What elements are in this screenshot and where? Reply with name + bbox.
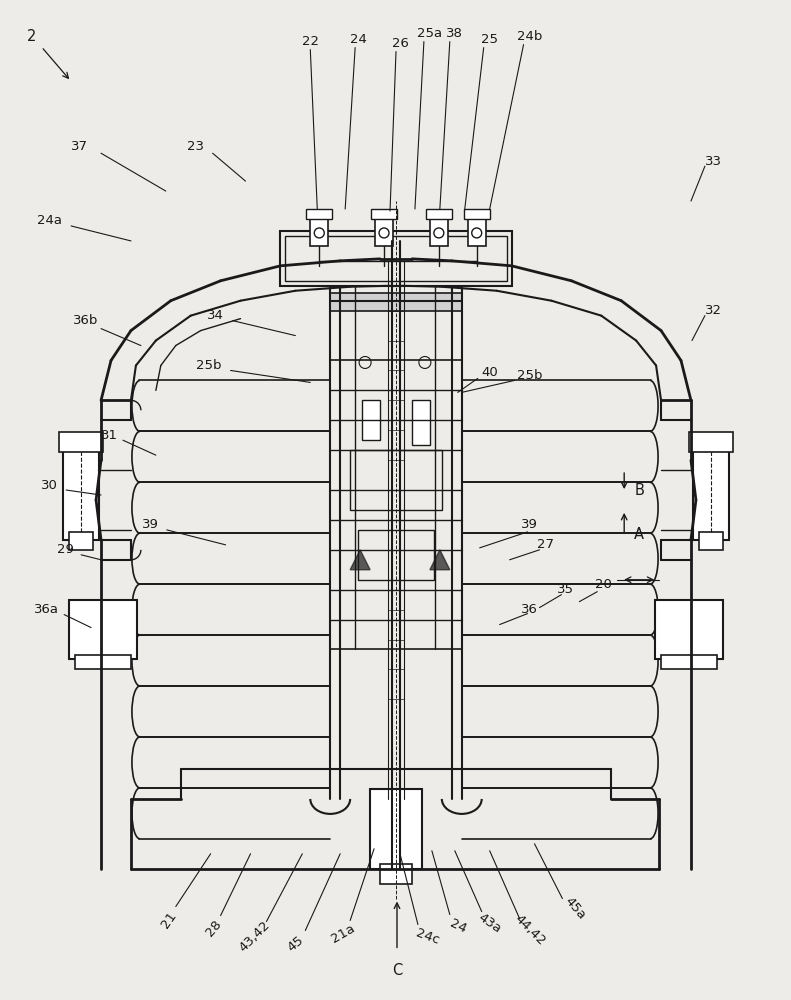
Text: 45a: 45a xyxy=(562,895,589,922)
Text: 21a: 21a xyxy=(329,922,358,945)
Text: 2: 2 xyxy=(27,29,36,44)
Text: 37: 37 xyxy=(70,140,88,153)
Text: 40: 40 xyxy=(481,366,498,379)
Text: 35: 35 xyxy=(557,583,574,596)
Text: 25b: 25b xyxy=(517,369,543,382)
Bar xyxy=(380,864,412,884)
Bar xyxy=(430,218,448,246)
Text: 26: 26 xyxy=(392,37,408,50)
Text: 43,42: 43,42 xyxy=(237,918,272,954)
Text: 45: 45 xyxy=(285,933,306,954)
Bar xyxy=(467,218,486,246)
Bar xyxy=(306,209,332,219)
Text: 25b: 25b xyxy=(196,359,221,372)
Bar xyxy=(69,532,93,550)
Text: 21: 21 xyxy=(159,910,179,931)
Bar xyxy=(358,530,434,580)
Bar xyxy=(375,218,393,246)
Bar xyxy=(689,432,732,452)
Text: 43a: 43a xyxy=(475,911,504,936)
Text: 22: 22 xyxy=(302,35,319,48)
Text: 36: 36 xyxy=(521,603,538,616)
Text: 33: 33 xyxy=(705,155,722,168)
Bar xyxy=(69,600,137,659)
Text: 25a: 25a xyxy=(418,27,442,40)
Bar xyxy=(412,400,430,445)
Polygon shape xyxy=(350,550,370,570)
Bar xyxy=(693,450,729,540)
Bar xyxy=(310,218,328,246)
Bar xyxy=(699,532,723,550)
Text: 36b: 36b xyxy=(74,314,99,327)
Text: 39: 39 xyxy=(521,518,538,531)
Text: 24: 24 xyxy=(448,917,468,936)
Text: 34: 34 xyxy=(207,309,224,322)
Text: B: B xyxy=(634,483,644,498)
Text: 25: 25 xyxy=(481,33,498,46)
Text: 36a: 36a xyxy=(34,603,59,616)
Text: 39: 39 xyxy=(142,518,159,531)
Bar xyxy=(75,655,131,669)
Bar xyxy=(280,231,512,286)
Bar xyxy=(362,400,380,440)
Bar xyxy=(59,432,103,452)
Bar xyxy=(464,209,490,219)
Text: A: A xyxy=(634,527,644,542)
Bar xyxy=(370,789,422,869)
Bar xyxy=(63,450,99,540)
Text: 31: 31 xyxy=(100,429,118,442)
Bar xyxy=(371,209,397,219)
Bar xyxy=(286,236,506,281)
Text: 28: 28 xyxy=(203,918,224,939)
Text: 32: 32 xyxy=(705,304,722,317)
Text: 20: 20 xyxy=(595,578,611,591)
Polygon shape xyxy=(430,550,450,570)
Text: 44,42: 44,42 xyxy=(512,913,547,948)
Bar xyxy=(661,655,717,669)
Bar xyxy=(426,209,452,219)
Text: 29: 29 xyxy=(57,543,74,556)
Text: 24a: 24a xyxy=(36,214,62,227)
Text: C: C xyxy=(392,963,402,978)
Bar xyxy=(350,450,442,510)
Text: 30: 30 xyxy=(41,479,58,492)
Text: 27: 27 xyxy=(537,538,554,551)
Text: 24b: 24b xyxy=(517,30,542,43)
Bar xyxy=(330,293,462,311)
Text: 24c: 24c xyxy=(414,926,441,947)
Bar xyxy=(655,600,723,659)
Text: 24: 24 xyxy=(350,33,366,46)
Text: 38: 38 xyxy=(446,27,464,40)
Text: 23: 23 xyxy=(187,140,204,153)
